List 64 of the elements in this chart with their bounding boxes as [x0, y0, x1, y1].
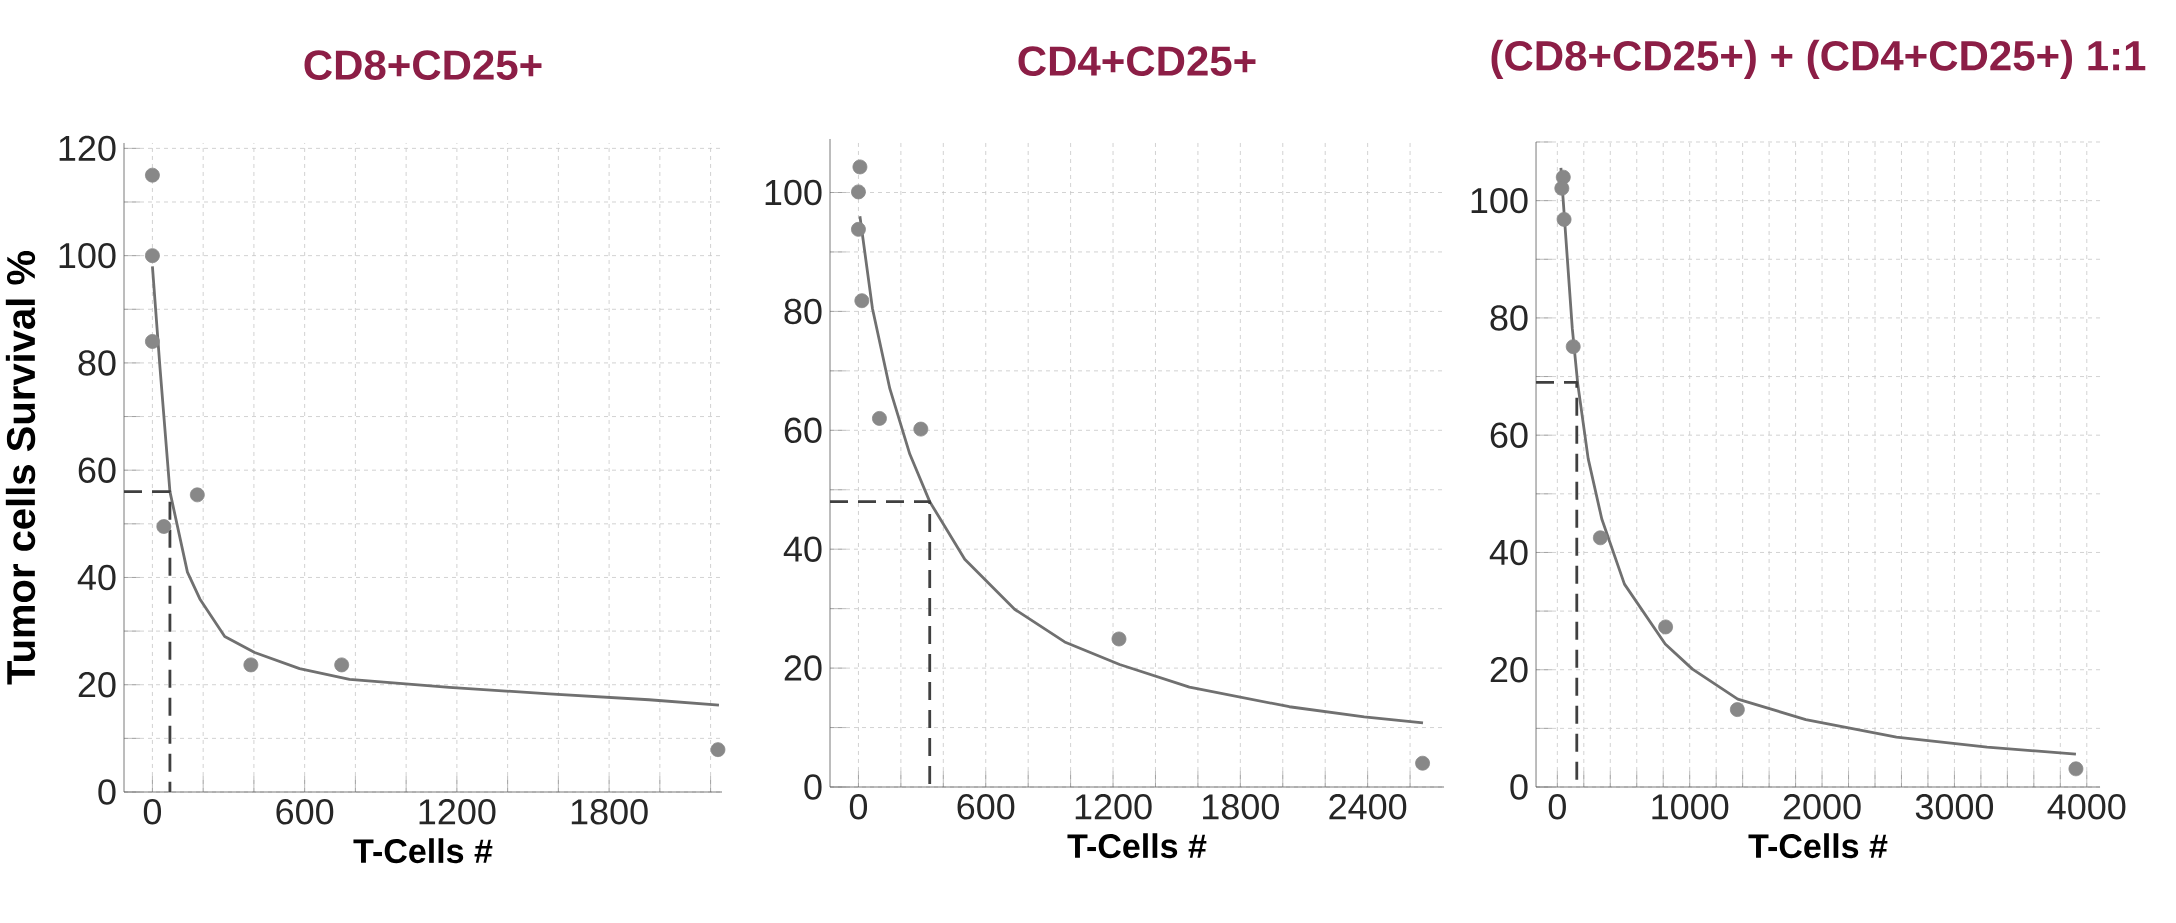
- x-axis-title: T-Cells #: [1748, 833, 1888, 859]
- x-tick-label: 0: [143, 799, 162, 825]
- point: [1658, 619, 1673, 635]
- x-tick-label: 1000: [1652, 794, 1729, 820]
- y-axis-title: Tumor cells Survival %: [5, 251, 36, 685]
- y-tick-label: 80: [784, 298, 822, 325]
- point: [913, 421, 929, 437]
- point: [145, 167, 160, 183]
- y-tick-label: 40: [783, 536, 822, 562]
- point: [851, 221, 866, 237]
- point: [145, 248, 160, 264]
- point: [2068, 761, 2084, 777]
- x-tick-label: 2000: [1783, 794, 1861, 820]
- x-tick-label: 1200: [419, 799, 496, 825]
- point: [243, 657, 259, 673]
- y-tick-label: 80: [1490, 305, 1528, 331]
- x-tick-label: 1800: [571, 799, 648, 825]
- chart-title: (CD8+CD25+) + (CD4+CD25+) 1:1: [1491, 39, 2146, 79]
- point: [334, 657, 350, 673]
- point: [1554, 180, 1570, 196]
- point: [1111, 631, 1127, 647]
- point: [1556, 211, 1572, 227]
- point: [854, 293, 870, 309]
- x-axis-title: T-Cells #: [1067, 833, 1207, 859]
- point: [852, 159, 868, 175]
- x-tick-label: 2400: [1329, 794, 1407, 820]
- y-tick-label: 80: [78, 350, 116, 376]
- y-tick-label: 120: [59, 135, 116, 162]
- y-tick-label: 0: [1510, 774, 1528, 800]
- y-tick-label: 100: [765, 179, 822, 206]
- point: [1592, 530, 1608, 546]
- point: [189, 487, 205, 503]
- x-tick-label: 0: [849, 794, 868, 820]
- x-tick-label: 600: [957, 794, 1015, 820]
- y-tick-label: 100: [1471, 187, 1528, 214]
- y-tick-label: 60: [784, 417, 822, 444]
- y-tick-label: 40: [77, 564, 116, 591]
- y-tick-label: 20: [78, 671, 116, 698]
- point: [710, 742, 726, 758]
- point: [872, 411, 887, 426]
- point: [1565, 339, 1581, 355]
- y-tick-label: 20: [784, 655, 822, 681]
- y-tick-label: 100: [59, 242, 116, 269]
- x-axis-title: T-Cells #: [353, 838, 493, 864]
- x-tick-label: 4000: [2047, 794, 2126, 820]
- y-tick-label: 60: [78, 457, 116, 483]
- point: [156, 519, 172, 534]
- x-tick-label: 0: [1548, 794, 1566, 820]
- line-series: [858, 214, 1425, 725]
- y-tick-label: 40: [1489, 539, 1528, 566]
- point: [1729, 702, 1745, 717]
- chart-title: CD8+CD25+: [304, 50, 542, 80]
- line-series: [151, 264, 721, 707]
- chart-title: CD4+CD25+: [1018, 46, 1256, 76]
- x-tick-label: 3000: [1915, 794, 1994, 820]
- y-tick-label: 20: [1490, 656, 1528, 683]
- point: [1415, 755, 1430, 771]
- y-tick-label: 0: [804, 774, 822, 800]
- x-tick-label: 600: [276, 799, 334, 825]
- point: [851, 184, 866, 200]
- y-tick-label: 60: [1490, 422, 1528, 448]
- x-tick-label: 1200: [1075, 794, 1152, 820]
- x-tick-label: 1800: [1203, 794, 1279, 820]
- point: [145, 334, 160, 349]
